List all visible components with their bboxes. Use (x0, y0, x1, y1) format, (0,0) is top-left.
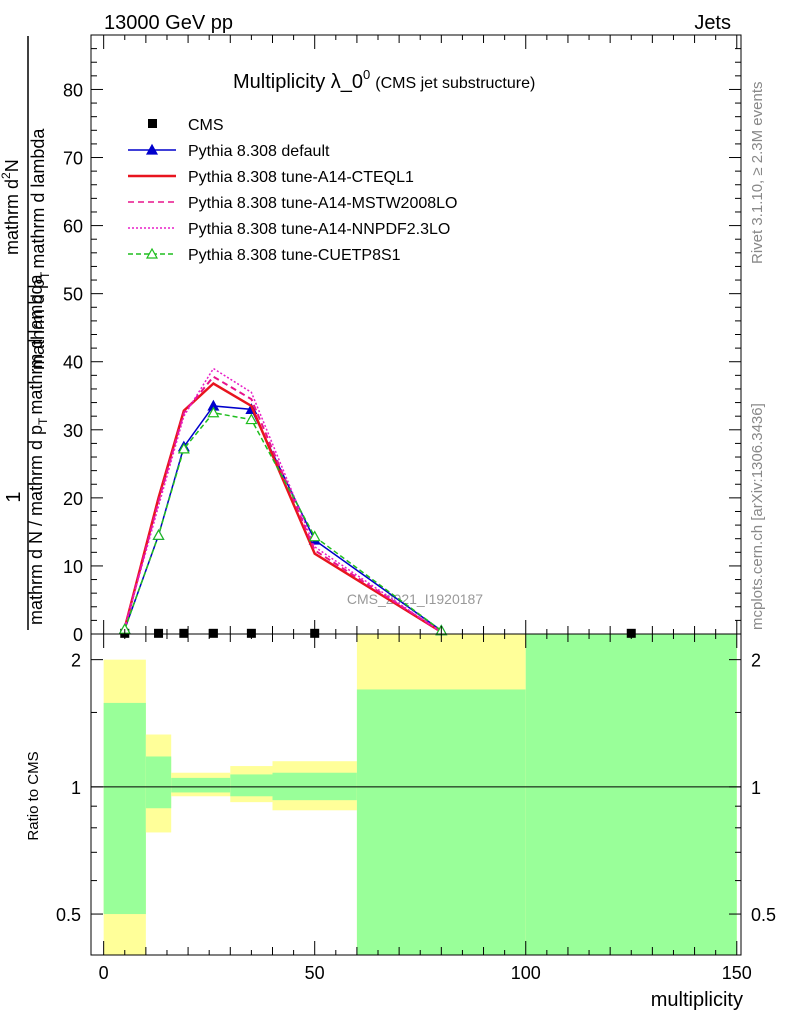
chart-title-superscript: 0 (363, 67, 370, 82)
main-ytick-label: 0 (73, 625, 83, 645)
main-ytick-label: 30 (63, 421, 83, 441)
main-ytick-label: 20 (63, 489, 83, 509)
xtick-label: 50 (305, 963, 325, 983)
ylabel-side-numerator-main: mathrm d (2, 179, 22, 255)
xtick-label: 100 (511, 963, 541, 983)
ylabel-side-numerator: mathrm d2N (0, 159, 22, 255)
ylabel-side-denominator-main: mathrm d p (28, 279, 48, 370)
side-label-bottom: mcplots.cern.ch [arXiv:1306.3436] (749, 403, 766, 630)
legend-label: Pythia 8.308 tune-A14-CTEQL1 (188, 169, 414, 186)
watermark: CMS_2021_I1920187 (347, 591, 483, 607)
legend-label: Pythia 8.308 tune-CUETP8S1 (188, 247, 401, 264)
ratio-band-inner (356, 689, 526, 955)
legend-marker-cms (148, 119, 157, 128)
ylabel-side-numerator-tail: N (2, 159, 22, 172)
ratio-ytick-label: 2 (71, 651, 81, 671)
legend-label: Pythia 8.308 default (188, 143, 330, 160)
main-ytick-label: 40 (63, 353, 83, 373)
cms-data-point (154, 628, 164, 638)
ratio-ytick-label: 0.5 (56, 905, 81, 925)
ylabel-side-numerator-sup: 2 (0, 172, 13, 179)
ylabel-side-denominator-sub: T (38, 271, 52, 279)
ratio-ytick-label-right: 2 (751, 651, 761, 671)
legend-marker (145, 143, 159, 155)
ylabel-denominator-sub: T (36, 417, 50, 425)
header-left: 13000 GeV pp (104, 12, 233, 34)
ratio-band-inner (145, 756, 172, 809)
series-marker (245, 413, 258, 425)
series-marker (152, 529, 165, 540)
legend-label: CMS (188, 117, 224, 134)
cms-data-point (179, 628, 189, 638)
main-ytick-label: 60 (63, 217, 83, 237)
main-ytick-label: 50 (63, 285, 83, 305)
chart-subtitle: (CMS jet substructure) (375, 75, 535, 92)
ylabel-numerator: 1 (3, 491, 25, 502)
series-marker (207, 406, 220, 418)
ylabel-side-denominator: mathrm d pTmathrm d lambda (28, 128, 52, 370)
main-ytick-label: 10 (63, 557, 83, 577)
ratio-frame (90, 633, 742, 956)
ylabel-denominator-tail: mathrm d lambda (26, 274, 46, 415)
ratio-ytick-label-right: 0.5 (751, 905, 776, 925)
ratio-ytick-label-right: 1 (751, 778, 761, 798)
ylabel-denominator-main: mathrm d N / mathrm d p (26, 425, 46, 625)
chart-title-main: Multiplicity λ_0 (233, 71, 363, 93)
xtick-label: 150 (722, 963, 752, 983)
ylabel-denominator: mathrm d N / mathrm d pTmathrm d lambda (26, 274, 50, 625)
ratio-band-inner (171, 777, 231, 793)
cms-data-point (208, 628, 218, 638)
chart-title: Multiplicity λ_00 (CMS jet substructure) (233, 67, 535, 93)
header-right: Jets (694, 12, 731, 34)
axes: 0 10 20 30 40 50 60 70 80 0 50 100 150 0.5 0.5 1 1 2 2 (56, 34, 776, 983)
ratio-band-inner (103, 702, 146, 915)
series-line (123, 375, 442, 633)
ratio-ylabel: Ratio to CMS (25, 751, 42, 840)
series-line (124, 405, 442, 632)
main-ytick-label: 70 (63, 149, 83, 169)
series-marker (177, 442, 190, 454)
ylabel-side-denominator-tail: mathrm d lambda (28, 128, 48, 269)
legend: CMS Pythia 8.308 default Pythia 8.308 tune… (128, 117, 457, 264)
ratio-band-inner (230, 774, 273, 797)
main-ytick-label: 80 (63, 80, 83, 100)
ratio-bands (91, 634, 741, 955)
ratio-band-inner (525, 634, 737, 955)
legend-label: Pythia 8.308 tune-A14-NNPDF2.3LO (188, 221, 450, 238)
ratio-ytick-label: 1 (71, 778, 81, 798)
xtick-label: 0 (99, 963, 109, 983)
xlabel: multiplicity (651, 989, 743, 1011)
side-label-top: Rivet 3.1.10, ≥ 2.3M events (749, 82, 766, 265)
series-marker (308, 530, 321, 542)
legend-marker (145, 247, 159, 259)
main-ylabel: 1 mathrm d N / mathrm d pTmathrm d lambd… (0, 36, 52, 630)
legend-label: Pythia 8.308 tune-A14-MSTW2008LO (188, 195, 457, 212)
